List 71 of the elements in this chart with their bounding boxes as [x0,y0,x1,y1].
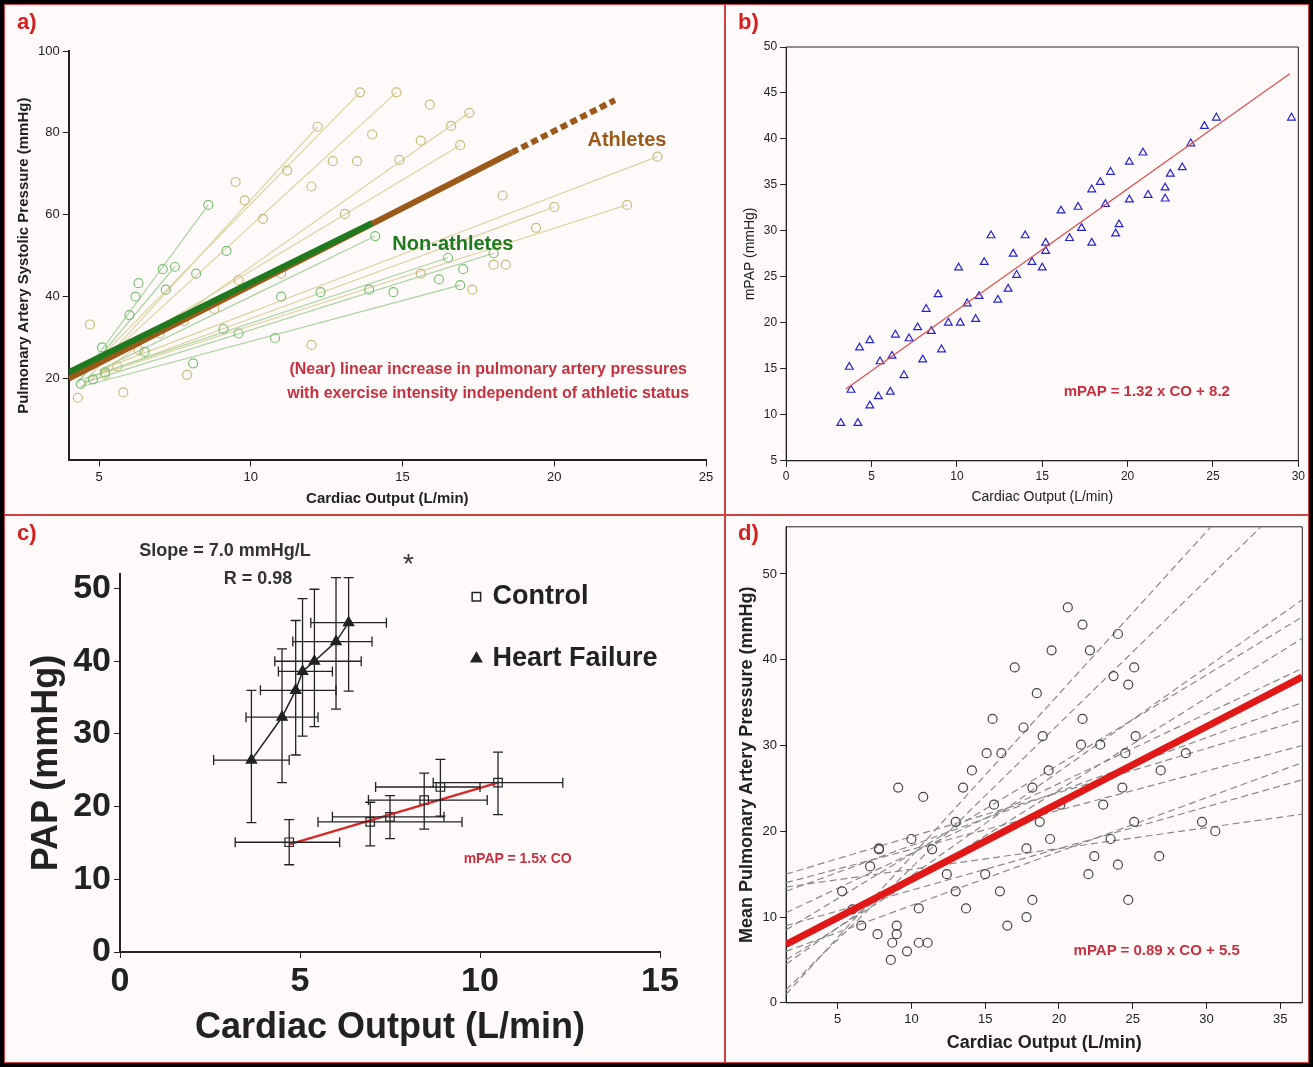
y-tick-label: 40 [73,639,112,678]
x-tick-label: 25 [1125,1011,1140,1027]
annotation: R = 0.98 [223,568,293,589]
text: Slope = 7.0 mmHg/L [139,540,311,561]
y-tick-label: 15 [763,361,778,376]
x-tick-label: 15 [977,1011,993,1027]
y-axis-title: Mean Pulmonary Artery Pressure (mmHg) [735,586,756,944]
x-tick-label: 20 [1120,469,1135,484]
x-axis-title: Cardiac Output (L/min) [195,1005,586,1047]
x-tick-label: 15 [641,959,679,998]
y-tick-label: 30 [73,712,112,751]
x-tick-label: 10 [461,959,499,998]
annotation: Athletes [587,127,667,150]
chart-title: d) [738,520,759,546]
legend-label: Heart Failure [492,642,658,673]
x-tick-label: 5 [290,959,310,998]
y-tick-label: 100 [37,42,60,58]
x-tick-label: 5 [834,1011,842,1027]
x-axis-title: Cardiac Output (L/min) [971,488,1114,505]
annotation: (Near) linear increase in pulmonary artery pressures with exercise intensity independent of athletic status [286,360,690,401]
annotation: mPAP = 1.5x CO [463,850,572,867]
y-tick-label: 50 [73,566,112,605]
y-tick-label: 40 [45,288,60,304]
x-tick-label: 20 [547,468,562,484]
y-tick-label: 20 [762,822,778,838]
y-tick-label: 10 [73,857,112,896]
y-tick-label: 80 [45,124,60,140]
y-tick-label: 40 [763,131,778,146]
x-tick-label: 35 [1272,1011,1288,1027]
x-axis-title: Cardiac Output (L/min) [306,489,469,507]
x-tick-label: 25 [698,468,714,484]
y-tick-label: 20 [73,784,112,823]
y-tick-label: 30 [763,223,778,238]
y-axis-title: Pulmonary Artery Systolic Pressure (mmHg) [14,97,32,414]
x-tick-label: 10 [243,468,259,484]
x-tick-label: 15 [395,468,410,484]
y-tick-label: 60 [45,206,60,222]
x-tick-label: 30 [1199,1011,1214,1027]
x-tick-label: 20 [1051,1011,1067,1027]
x-tick-label: 10 [950,469,964,484]
x-axis-title: Cardiac Output (L/min) [946,1032,1142,1053]
annotation: mPAP = 1.32 x CO + 8.2 [1063,382,1230,400]
x-tick-label: 30 [1291,469,1306,484]
chart-title: a) [17,9,37,35]
x-tick-label: 15 [1035,469,1050,484]
y-tick-label: 35 [763,177,778,192]
y-tick-label: 45 [763,85,778,100]
x-tick-label: 5 [868,469,876,484]
chart-title: b) [738,9,759,35]
x-tick-label: 25 [1206,469,1220,484]
y-tick-label: 0 [769,994,778,1010]
annotation: Non-athletes [392,231,514,254]
y-axis-title: mPAP (mmHg) [741,207,758,301]
legend-label: Control [492,580,589,611]
y-tick-label: 10 [763,407,778,422]
y-tick-label: 50 [762,565,778,581]
y-tick-label: 25 [763,269,778,284]
annotation: * [402,547,414,579]
x-tick-label: 0 [782,469,790,484]
y-tick-label: 0 [92,930,112,969]
y-tick-label: 20 [763,315,778,330]
y-tick-label: 10 [762,908,778,924]
y-tick-label: 40 [762,651,778,667]
annotation: mPAP = 0.89 x CO + 5.5 [1073,941,1240,959]
y-tick-label: 50 [763,39,778,54]
y-tick-label: 30 [762,737,778,753]
chart-title: c) [17,520,37,546]
x-tick-label: 10 [904,1011,919,1027]
y-axis-title: PAP (mmHg) [23,654,65,872]
y-tick-label: 5 [770,453,778,468]
y-tick-label: 20 [45,370,60,386]
